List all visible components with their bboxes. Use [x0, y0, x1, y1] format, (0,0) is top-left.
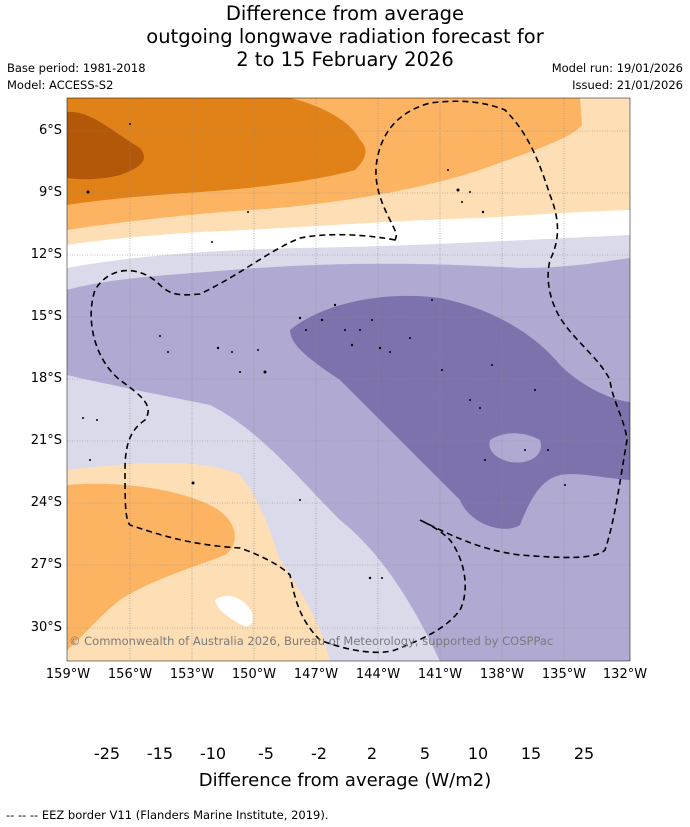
anomaly-field — [67, 98, 630, 661]
colorbar-tick: -25 — [93, 744, 121, 763]
model-run: Model run: 19/01/2026 — [551, 61, 683, 75]
copyright-credit: © Commonwealth of Australia 2026, Bureau… — [69, 634, 554, 648]
lon-label: 135°W — [541, 667, 587, 682]
lat-label: 12°S — [30, 247, 62, 262]
anomaly-band-plus15-north — [67, 111, 144, 180]
colorbar-tick: -2 — [311, 744, 327, 763]
lat-label: 18°S — [30, 371, 62, 386]
lon-label: 138°W — [479, 667, 525, 682]
colorbar-tick: 15 — [520, 744, 542, 763]
lon-label: 153°W — [169, 667, 215, 682]
title-line-2: outgoing longwave radiation forecast for — [146, 25, 544, 48]
colorbar-tick: -5 — [258, 744, 274, 763]
base-period: Base period: 1981-2018 — [7, 61, 146, 75]
title-line-1: Difference from average — [225, 2, 465, 25]
colorbar-tick: -10 — [199, 744, 227, 763]
model-name: Model: ACCESS-S2 — [7, 78, 114, 92]
white-patch — [215, 595, 253, 627]
lat-label: 30°S — [30, 620, 62, 635]
lat-label: 27°S — [30, 557, 62, 572]
lat-label: 21°S — [30, 433, 62, 448]
eez-borders — [90, 100, 628, 654]
island-markers — [82, 123, 566, 580]
lat-label: 15°S — [30, 309, 62, 324]
colorbar-tick: 5 — [419, 744, 431, 763]
title-line-3: 2 to 15 February 2026 — [236, 48, 454, 71]
plot-frame — [66, 97, 631, 662]
lon-label: 144°W — [355, 667, 401, 682]
eez-note: -- -- -- EEZ border V11 (Flanders Marine… — [6, 808, 329, 822]
colorbar-tick: 2 — [366, 744, 378, 763]
lat-label: 24°S — [30, 495, 62, 510]
forecast-map — [66, 97, 631, 662]
anomaly-band-plus5-south — [67, 483, 235, 650]
lon-label: 132°W — [602, 667, 648, 682]
colorbar-tick: 25 — [573, 744, 595, 763]
colorbar-label: Difference from average (W/m2) — [198, 770, 492, 791]
colorbar-tick: -15 — [146, 744, 174, 763]
lon-label: 141°W — [417, 667, 463, 682]
lat-label: 9°S — [38, 185, 62, 200]
anomaly-band-minus10 — [290, 295, 630, 529]
lon-label: 150°W — [231, 667, 277, 682]
lat-label: 6°S — [38, 123, 62, 138]
issued-date: Issued: 21/01/2026 — [572, 78, 683, 92]
lon-label: 159°W — [45, 667, 91, 682]
anomaly-band-plus10-north — [67, 98, 366, 205]
colorbar-tick: 10 — [467, 744, 489, 763]
lon-label: 147°W — [293, 667, 339, 682]
lon-label: 156°W — [107, 667, 153, 682]
